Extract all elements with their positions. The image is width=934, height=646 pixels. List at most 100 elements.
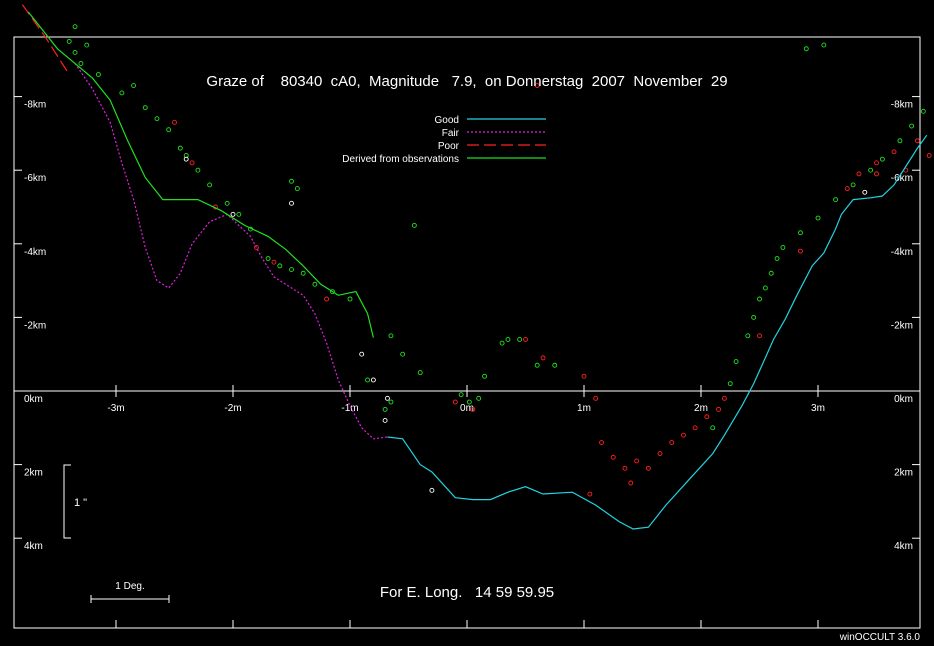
observation-point-green	[850, 182, 856, 188]
observation-point-white	[230, 211, 236, 217]
observation-point-green	[265, 256, 271, 261]
legend-label-poor: Poor	[438, 141, 460, 152]
observation-point-green	[66, 38, 72, 44]
observation-point-green	[131, 83, 137, 89]
y-tick-label-left: 4km	[24, 541, 43, 552]
observation-point-green	[552, 362, 558, 368]
horizontal-scale-label: 1 Deg.	[115, 581, 144, 592]
observation-point-red	[681, 432, 686, 438]
observation-point-red	[628, 480, 634, 486]
y-tick-label-right: -6km	[891, 173, 913, 184]
observation-point-green	[236, 211, 242, 217]
observation-point-red	[874, 171, 879, 177]
observation-point-green	[897, 138, 903, 144]
legend: Good Fair Poor Derived from observations	[342, 115, 546, 165]
observation-point-green	[815, 215, 821, 221]
observation-point-red	[540, 355, 546, 361]
observation-point-green	[294, 186, 300, 192]
observation-point-green	[277, 263, 283, 269]
observation-point-green	[798, 230, 803, 236]
observation-point-green	[119, 90, 125, 96]
observation-point-green	[909, 123, 915, 129]
observation-point-red	[470, 406, 476, 412]
observation-point-white	[183, 156, 189, 162]
horizontal-scale-bar: 1 Deg.	[90, 581, 170, 603]
x-tick-label: 1m	[577, 403, 591, 414]
longitude-footer: For E. Long. 14 59 59.95	[380, 584, 554, 601]
observation-point-white	[370, 377, 376, 383]
series-line-poor	[21, 4, 70, 75]
observation-point-red	[692, 425, 698, 431]
observation-point-green	[458, 392, 464, 398]
observation-point-red	[856, 171, 862, 177]
observation-point-green	[733, 359, 739, 365]
observation-point-red	[189, 160, 195, 166]
y-tick-label-right: 2km	[894, 468, 913, 479]
observation-point-green	[388, 399, 394, 405]
y-tick-label-left: 0km	[24, 394, 43, 405]
observation-point-green	[300, 270, 306, 276]
y-tick-label-left: -6km	[24, 173, 46, 184]
y-tick-label-right: 4km	[894, 541, 913, 552]
observation-point-white	[289, 200, 294, 206]
observation-point-green	[534, 362, 540, 368]
observation-point-green	[312, 281, 318, 287]
observation-point-red	[721, 395, 727, 401]
observation-point-green	[78, 61, 84, 66]
observation-point-red	[926, 153, 932, 158]
y-tick-label-right: -4km	[891, 247, 913, 258]
legend-label-good: Good	[435, 115, 459, 126]
observation-point-red	[593, 395, 599, 401]
observation-point-red	[271, 259, 277, 265]
observation-point-green	[505, 337, 511, 342]
y-tick-label-left: -8km	[24, 100, 46, 111]
observation-point-green	[289, 267, 294, 273]
vertical-scale-bar: 1 "	[63, 464, 87, 539]
observation-point-red	[716, 406, 721, 412]
observation-point-white	[359, 351, 365, 357]
observation-point-green	[207, 182, 213, 188]
observation-point-red	[534, 83, 540, 89]
x-tick-label: -2m	[224, 403, 241, 414]
series-line-fair	[74, 63, 388, 440]
observation-point-red	[324, 296, 330, 302]
horizontal-scale-bracket	[90, 595, 170, 603]
observation-point-green	[388, 333, 394, 339]
chart-title: Graze of 80340 cA0, Magnitude 7.9, on Do…	[206, 73, 727, 90]
observation-point-red	[657, 451, 663, 457]
observation-point-red	[891, 149, 897, 155]
observation-point-red	[587, 491, 593, 497]
observation-point-green	[382, 406, 388, 412]
axes-group: -3m -2m -1m 0m 1m 2m 3m -8km -8km -6km -6km -4km -4k…	[14, 96, 920, 628]
observation-point-green	[879, 156, 885, 162]
x-tick-label: -1m	[341, 403, 358, 414]
y-tick-label-left: -4km	[24, 247, 46, 258]
legend-label-derived: Derived from observations	[342, 154, 459, 165]
observation-point-red	[844, 186, 850, 192]
version-label: winOCCULT 3.6.0	[839, 632, 921, 643]
observation-point-green	[347, 296, 353, 302]
series-line-good	[387, 134, 928, 530]
observation-point-red	[622, 465, 628, 471]
observation-point-green	[727, 381, 733, 387]
observation-point-green	[868, 167, 874, 173]
observation-point-white	[429, 487, 435, 493]
observation-point-green	[84, 42, 90, 48]
observation-point-green	[72, 49, 78, 55]
observation-point-green	[745, 333, 751, 339]
observation-point-green	[289, 178, 294, 184]
observation-point-red	[452, 399, 458, 405]
observation-point-green	[95, 72, 101, 77]
observation-point-green	[768, 270, 774, 276]
observation-point-red	[172, 119, 177, 125]
legend-label-fair: Fair	[442, 128, 460, 139]
observation-point-green	[400, 351, 406, 357]
observation-point-red	[915, 138, 920, 144]
x-tick-label: -3m	[107, 403, 124, 414]
observation-point-green	[803, 46, 809, 52]
x-tick-label: 3m	[811, 403, 825, 414]
observation-point-green	[751, 314, 757, 320]
observation-point-red	[523, 337, 528, 342]
observation-point-green	[499, 340, 505, 346]
